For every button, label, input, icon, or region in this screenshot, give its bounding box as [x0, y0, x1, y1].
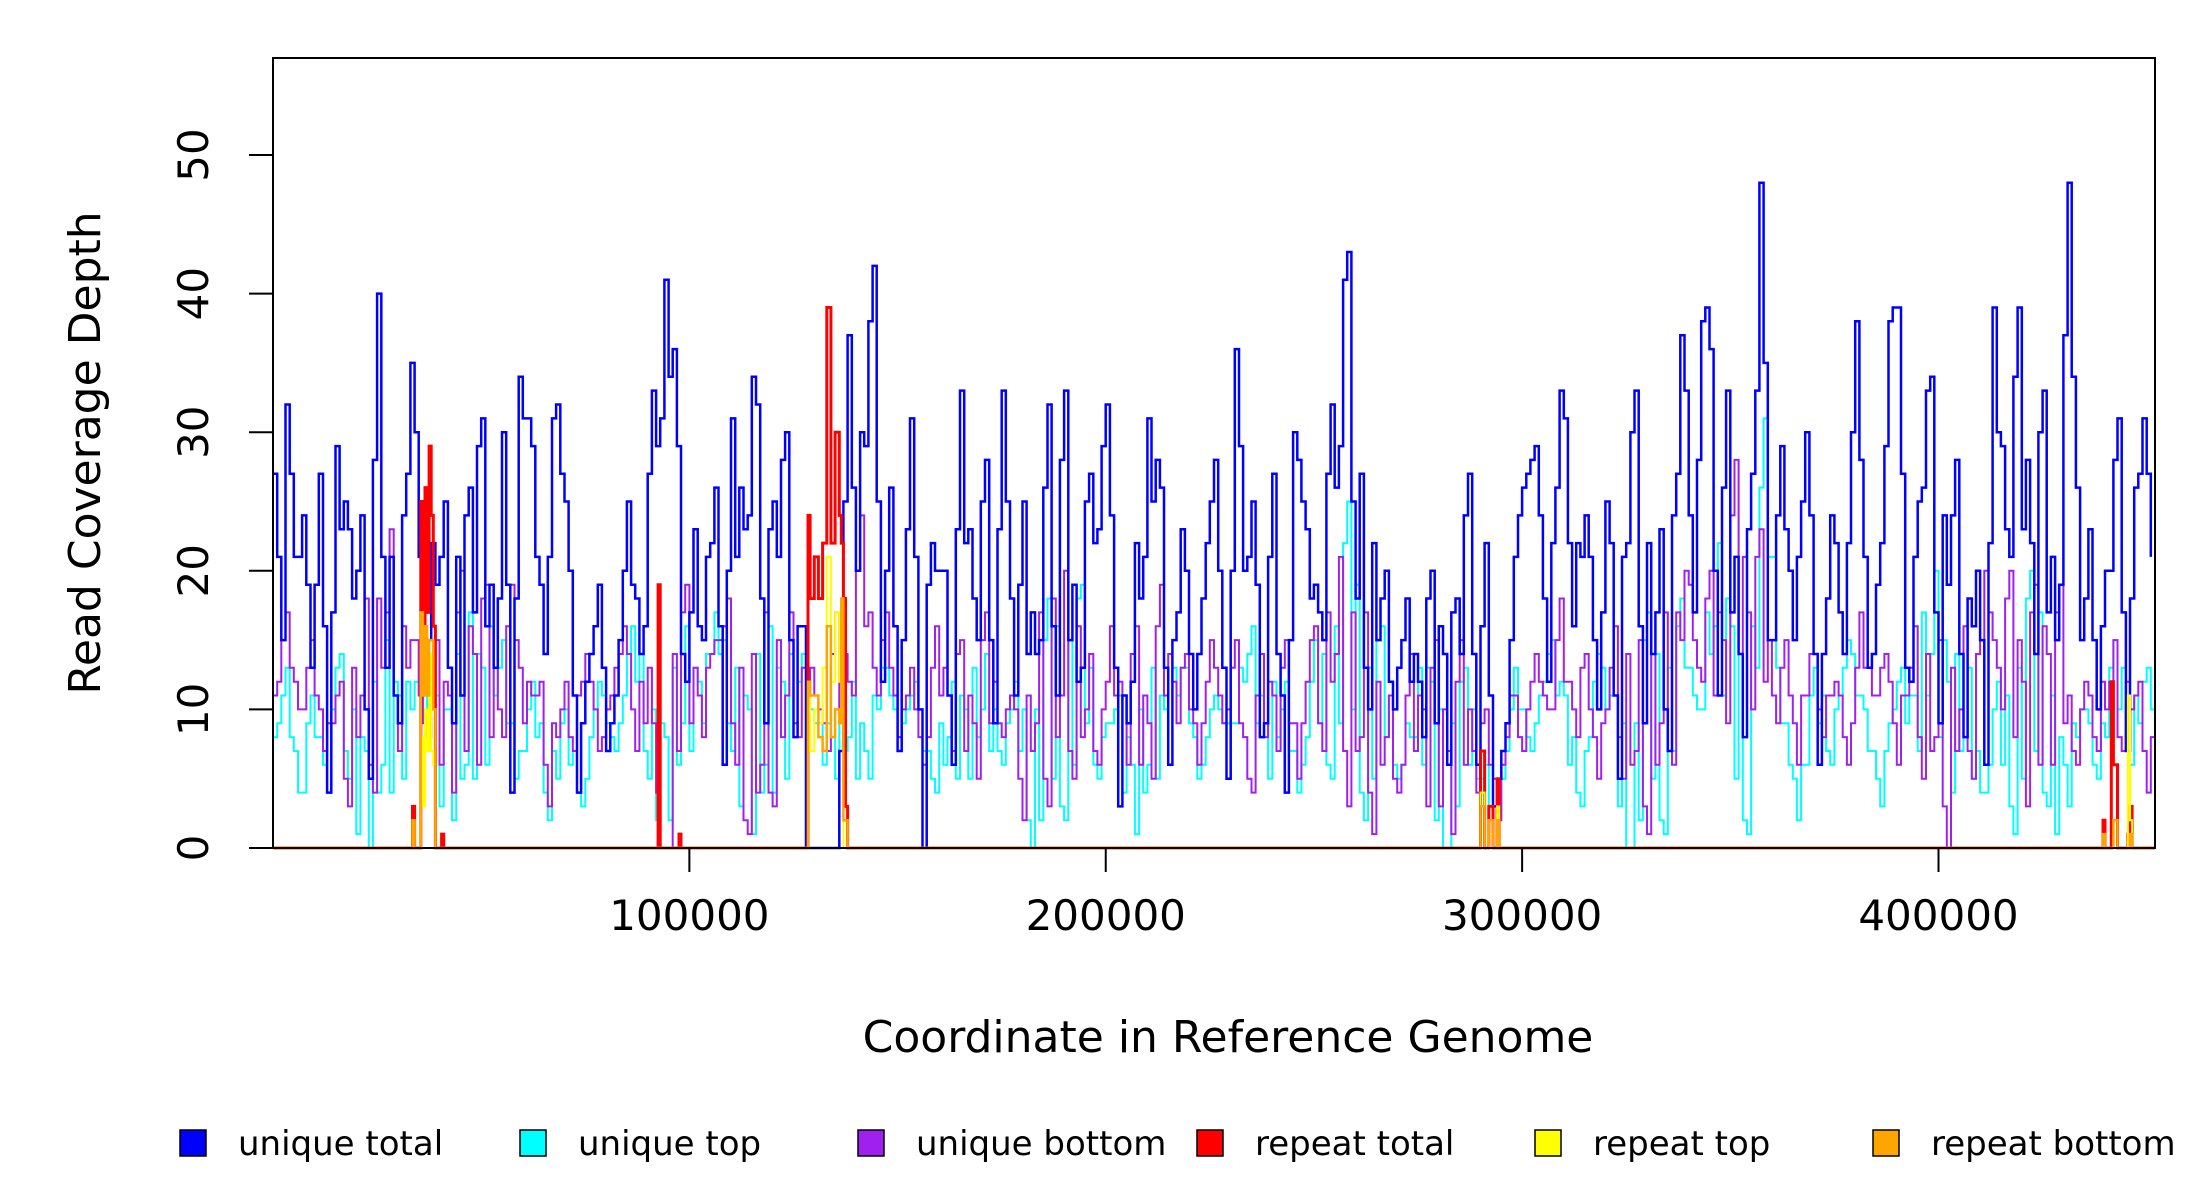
x-tick-label: 100000 — [609, 891, 769, 940]
legend-swatch — [179, 1129, 207, 1157]
legend-item: repeat top — [1534, 1124, 1770, 1164]
legend-label: repeat bottom — [1931, 1124, 2176, 1164]
legend-swatch — [1534, 1129, 1562, 1157]
series-unique-total — [273, 181, 2153, 850]
y-tick-label: 20 — [169, 544, 218, 597]
legend-label: repeat total — [1255, 1124, 1454, 1164]
y-tick-label: 40 — [169, 267, 218, 320]
legend-item: repeat bottom — [1872, 1124, 2176, 1164]
legend-label: unique total — [238, 1124, 443, 1164]
legend-swatch — [857, 1129, 885, 1157]
y-tick-label: 0 — [169, 835, 218, 862]
x-tick-label: 400000 — [1858, 891, 2018, 940]
legend-item: unique bottom — [857, 1124, 1166, 1164]
legend-label: unique bottom — [916, 1124, 1166, 1164]
y-axis: 0 10 20 30 40 50 — [169, 128, 274, 862]
y-tick-label: 50 — [169, 128, 218, 181]
x-axis: 100000 200000 300000 400000 — [609, 848, 2019, 940]
legend-swatch — [1872, 1129, 1900, 1157]
legend-label: repeat top — [1593, 1124, 1770, 1164]
series-unique-top — [273, 417, 2156, 849]
legend-item: repeat total — [1196, 1124, 1454, 1164]
legend-label: unique top — [578, 1124, 761, 1164]
y-tick-label: 30 — [169, 405, 218, 458]
legend-swatch — [1196, 1129, 1224, 1157]
y-axis-label: Read Coverage Depth — [60, 211, 111, 694]
legend: unique total unique top unique bottom repea… — [179, 1124, 2176, 1164]
y-tick-label: 10 — [169, 683, 218, 736]
legend-item: unique total — [179, 1124, 443, 1164]
legend-swatch — [519, 1129, 547, 1157]
x-tick-label: 200000 — [1026, 891, 1186, 940]
x-tick-label: 300000 — [1442, 891, 1602, 940]
x-axis-label: Coordinate in Reference Genome — [863, 1012, 1594, 1063]
series-layer — [273, 181, 2156, 850]
legend-item: unique top — [519, 1124, 761, 1164]
